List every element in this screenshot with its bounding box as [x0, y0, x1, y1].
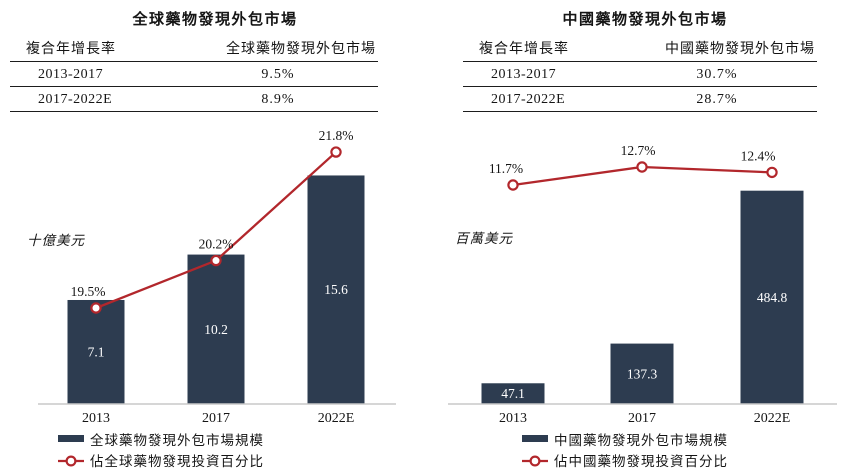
bar-value-label: 47.1 [501, 386, 525, 401]
bar-2022E [740, 190, 804, 404]
combo-chart: 7.1 2013 10.2 2017 15.6 2022E 19.5% 20.2% 21.8% 十… [27, 128, 396, 469]
cagr-header-label: 複合年增長率 [26, 42, 116, 57]
cagr-period: 2013-2017 [38, 67, 104, 82]
unit-label: 百萬美元 [455, 231, 513, 246]
combo-chart: 47.1 2013 137.3 2017 484.8 2022E 11.7% 12.7% 12.… [448, 143, 837, 469]
china-market-panel: 中國藥物發現外包市場 複合年增長率 中國藥物發現外包市場 2013-2017 30.7… [430, 0, 860, 475]
x-tick-label: 2013 [499, 411, 527, 426]
cagr-header-market: 全球藥物發現外包市場 [226, 42, 376, 57]
marker-2017 [210, 254, 222, 267]
legend-bar-swatch [522, 435, 548, 442]
bar-2013 [481, 383, 545, 404]
bar-value-label: 7.1 [88, 344, 105, 359]
legend-bar-label: 中國藥物發現外包市場規模 [554, 432, 728, 448]
legend-line-marker [529, 455, 541, 467]
marker-2022E [766, 166, 778, 179]
legend-bar-swatch [58, 435, 84, 442]
cagr-value: 30.7% [696, 67, 738, 82]
line-value-label: 20.2% [199, 237, 234, 252]
line-value-label: 12.7% [621, 143, 656, 158]
bar-value-label: 137.3 [627, 366, 658, 381]
cagr-header-row: 複合年增長率 全球藥物發現外包市場 [10, 37, 378, 62]
x-tick-label: 2022E [318, 411, 355, 426]
legend-bar-label: 全球藥物發現外包市場規模 [90, 432, 264, 448]
cagr-header-label: 複合年增長率 [479, 42, 569, 57]
marker-2022E [330, 146, 342, 158]
cagr-row: 2017-2022E 8.9% [10, 87, 378, 112]
cagr-value: 28.7% [696, 92, 738, 107]
cagr-table: 複合年增長率 中國藥物發現外包市場 2013-2017 30.7% 2017-2022E… [463, 37, 817, 112]
x-tick-label: 2022E [754, 411, 791, 426]
cagr-value: 9.5% [261, 67, 295, 82]
cagr-period: 2017-2022E [491, 92, 566, 107]
cagr-row: 2017-2022E 28.7% [463, 87, 817, 112]
bar-2017 [610, 343, 674, 404]
x-tick-label: 2017 [202, 411, 230, 426]
cagr-row: 2013-2017 9.5% [10, 62, 378, 87]
x-tick-label: 2017 [628, 411, 656, 426]
cagr-period: 2013-2017 [491, 67, 557, 82]
marker-2017 [636, 161, 648, 173]
bar-value-label: 10.2 [204, 322, 228, 337]
bar-2013 [67, 299, 125, 404]
global-market-panel: 全球藥物發現外包市場 複合年增長率 全球藥物發現外包市場 2013-2017 9.5%… [0, 0, 430, 475]
line-value-label: 19.5% [71, 284, 106, 299]
cagr-period: 2017-2022E [38, 92, 113, 107]
cagr-row: 2013-2017 30.7% [463, 62, 817, 87]
cagr-header-row: 複合年增長率 中國藥物發現外包市場 [463, 37, 817, 62]
panel-title: 中國藥物發現外包市場 [562, 12, 728, 28]
marker-2013 [507, 179, 519, 191]
bar-value-label: 484.8 [757, 290, 788, 305]
unit-label: 十億美元 [27, 233, 85, 248]
cagr-header-market: 中國藥物發現外包市場 [665, 42, 815, 57]
legend-line-label: 佔中國藥物發現投資百分比 [554, 454, 728, 469]
line-value-label: 21.8% [319, 128, 354, 143]
bar-2022E [307, 175, 365, 404]
bar-value-label: 15.6 [324, 282, 348, 297]
legend-line-marker [65, 455, 77, 467]
cagr-value: 8.9% [261, 92, 295, 107]
line-value-label: 11.7% [489, 161, 523, 176]
line-value-label: 12.4% [741, 148, 776, 163]
x-tick-label: 2013 [82, 411, 110, 426]
legend-line-label: 佔全球藥物發現投資百分比 [90, 453, 264, 469]
bar-2017 [187, 254, 245, 404]
cagr-table: 複合年增長率 全球藥物發現外包市場 2013-2017 9.5% 2017-2022E 8… [10, 37, 378, 112]
marker-2013 [90, 302, 102, 314]
panel-title: 全球藥物發現外包市場 [132, 12, 298, 28]
